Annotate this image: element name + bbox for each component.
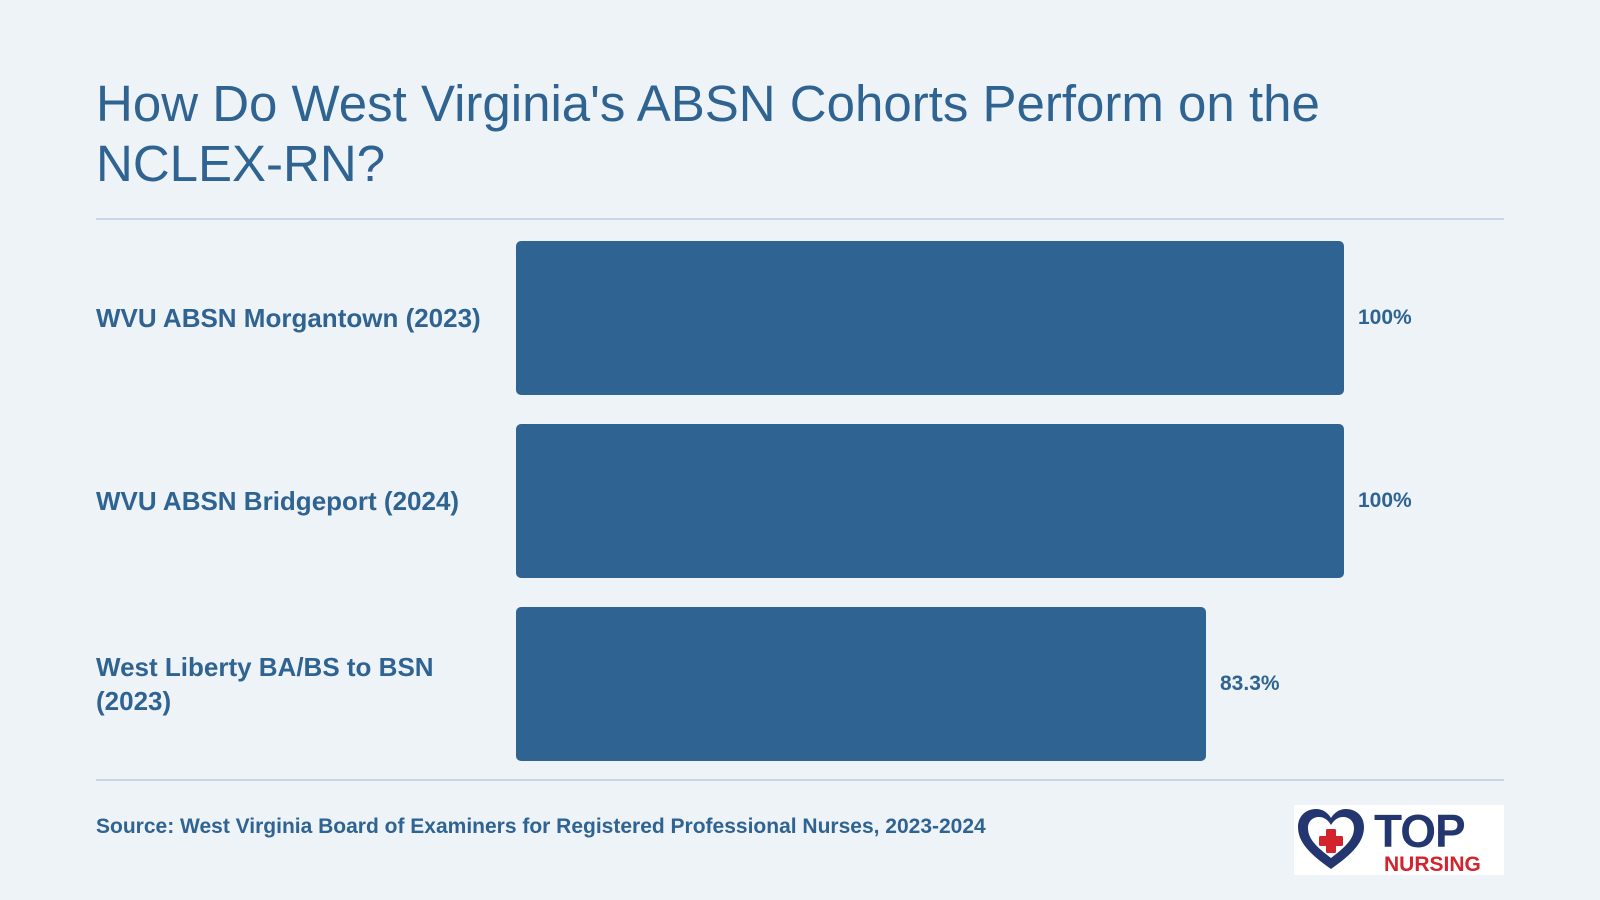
chart-title: How Do West Virginia's ABSN Cohorts Perf… bbox=[96, 75, 1320, 192]
bar-value-label: 83.3% bbox=[1220, 672, 1280, 695]
bar-category-label: WVU ABSN Bridgeport (2024) bbox=[96, 486, 460, 516]
bar-value-label: 100% bbox=[1358, 306, 1412, 329]
bar-category-label: West Liberty BA/BS to BSN (2023) bbox=[96, 652, 434, 716]
bar bbox=[516, 424, 1344, 578]
bar bbox=[516, 241, 1344, 395]
heart-cross-icon bbox=[1298, 809, 1364, 869]
logo-top-text: TOP bbox=[1374, 805, 1465, 857]
bar bbox=[516, 607, 1206, 761]
logo-bottom-text: NURSING bbox=[1384, 853, 1481, 875]
top-divider bbox=[96, 218, 1504, 220]
bar-category-label: WVU ABSN Morgantown (2023) bbox=[96, 303, 481, 333]
top-nursing-logo: TOP NURSING bbox=[1294, 805, 1504, 875]
bar-value-label: 100% bbox=[1358, 489, 1412, 512]
source-note: Source: West Virginia Board of Examiners… bbox=[96, 815, 986, 838]
bottom-divider bbox=[96, 779, 1504, 781]
